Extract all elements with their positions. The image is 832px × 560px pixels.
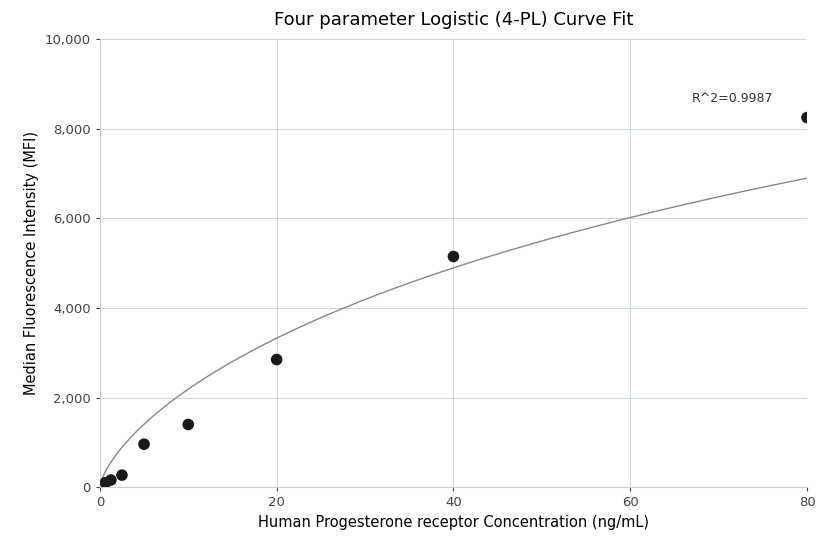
Point xyxy=(99,478,112,487)
Point xyxy=(270,355,283,364)
Point xyxy=(137,440,151,449)
Point xyxy=(800,113,814,122)
Point xyxy=(181,420,195,429)
Text: R^2=0.9987: R^2=0.9987 xyxy=(692,92,774,105)
X-axis label: Human Progesterone receptor Concentration (ng/mL): Human Progesterone receptor Concentratio… xyxy=(258,515,649,530)
Y-axis label: Median Fluorescence Intensity (MFI): Median Fluorescence Intensity (MFI) xyxy=(24,131,39,395)
Point xyxy=(447,252,460,261)
Point xyxy=(104,475,117,484)
Title: Four parameter Logistic (4-PL) Curve Fit: Four parameter Logistic (4-PL) Curve Fit xyxy=(274,11,633,29)
Point xyxy=(116,470,129,479)
